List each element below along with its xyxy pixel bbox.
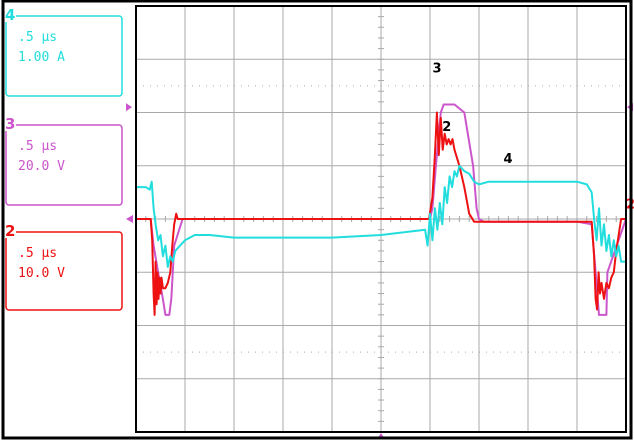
readout-box [5, 231, 123, 311]
readout-badge-background [4, 7, 16, 22]
scale-text: 10.0 V [18, 266, 65, 281]
readout-badge-background [4, 223, 16, 238]
timebase-text: .5 µs [18, 139, 57, 154]
trace-label-ch2: 2 [442, 120, 451, 135]
channel-number: 4 [5, 6, 15, 24]
trace-label-ch3: 3 [432, 62, 441, 77]
scale-text: 1.00 A [18, 50, 65, 65]
trace-layer [136, 103, 627, 316]
channel-3-readout[interactable]: 3.5 µs 20.0 V [4, 115, 123, 206]
trace-ch2 [136, 111, 626, 316]
channel-4-readout[interactable]: 4.5 µs 1.00 A [4, 6, 123, 97]
timebase-text: .5 µs [18, 30, 57, 45]
trace-ch4 [136, 164, 626, 268]
channel-2-readout[interactable]: 2.5 µs 10.0 V [4, 222, 123, 311]
trace-label-ch4: 4 [504, 152, 513, 167]
trigger-level-left-icon [126, 103, 132, 112]
channel-number: 3 [5, 115, 15, 133]
readout-badge-background [4, 116, 16, 131]
timebase-text: .5 µs [18, 246, 57, 261]
ground-marker-left-icon [126, 215, 133, 223]
readout-box [5, 15, 123, 97]
trace-labels: 3 2 4 [432, 62, 512, 168]
plot-border [135, 5, 627, 433]
scale-text: 20.0 V [18, 159, 65, 174]
graticule [135, 5, 627, 433]
channel-number: 2 [5, 222, 15, 240]
readout-box [5, 124, 123, 206]
